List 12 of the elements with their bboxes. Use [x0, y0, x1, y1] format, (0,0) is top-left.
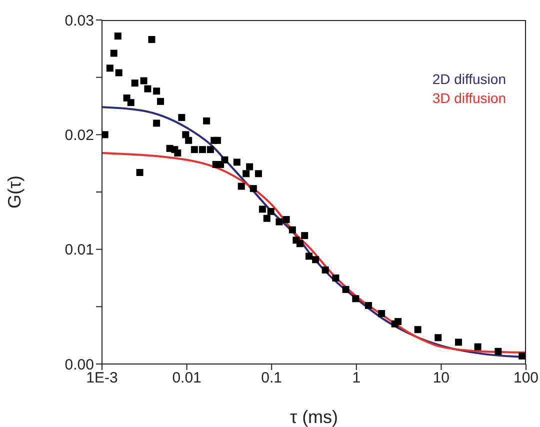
- text: 2D diffusion: [432, 70, 506, 89]
- x-axis-title: τ (ms): [290, 407, 338, 427]
- y-axis-title: G(τ): [4, 175, 24, 209]
- y-tick-label: 0.01: [64, 242, 94, 259]
- x-tick-label: 0.1: [261, 370, 282, 387]
- x-tick-label: 10: [432, 370, 450, 387]
- x-tick-label: 100: [513, 370, 539, 387]
- x-tick-label: 1: [352, 370, 361, 387]
- y-tick-label: 0.02: [64, 126, 94, 144]
- x-tick-label: 0.01: [172, 370, 202, 387]
- text: 3D diffusion: [432, 89, 506, 108]
- y-tick-label: 0.03: [64, 12, 94, 30]
